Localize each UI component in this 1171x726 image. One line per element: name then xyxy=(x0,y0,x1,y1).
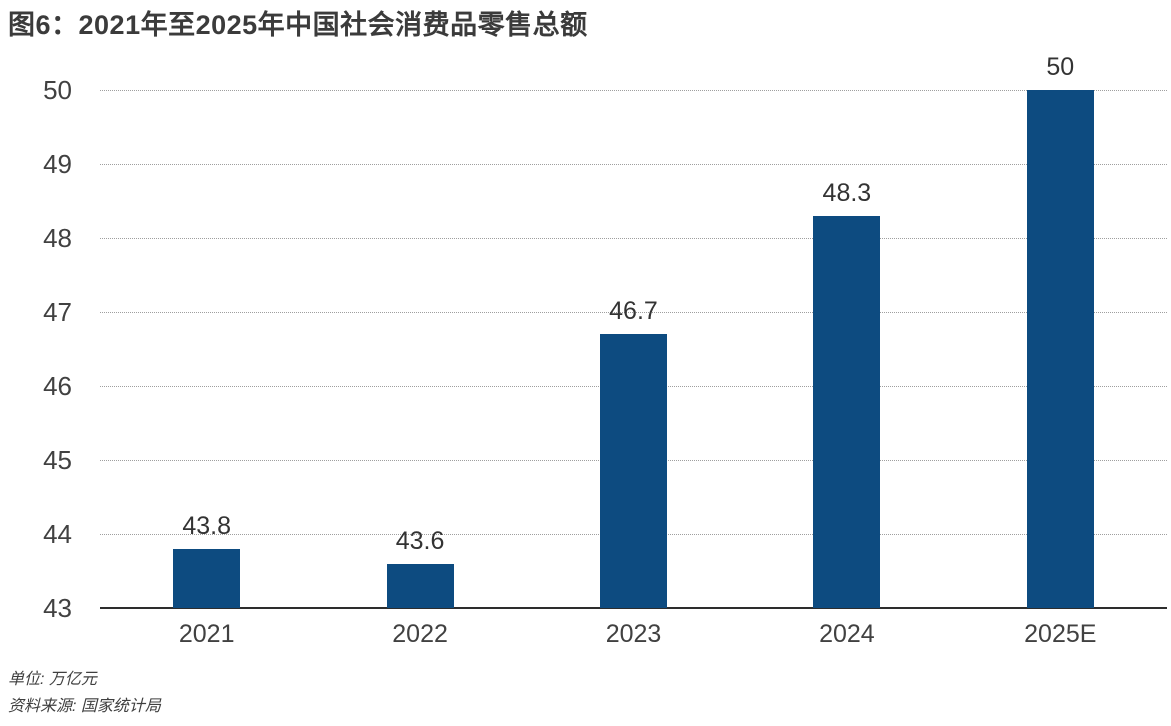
bar-value-label: 50 xyxy=(1046,53,1075,81)
y-axis-tick-label: 43 xyxy=(43,593,72,623)
y-axis-tick-label: 47 xyxy=(43,297,72,327)
gridline xyxy=(100,238,1167,239)
y-axis-tick-label: 49 xyxy=(43,149,72,179)
bar-2021 xyxy=(173,548,241,608)
bar-value-label: 46.7 xyxy=(609,297,658,326)
x-axis-line xyxy=(100,607,1167,609)
y-axis-tick-label: 50 xyxy=(43,75,72,105)
gridline xyxy=(100,90,1167,91)
gridline xyxy=(100,312,1167,313)
y-axis-tick-label: 48 xyxy=(43,223,72,253)
bar-value-label: 43.8 xyxy=(182,511,232,540)
unit-note: 单位: 万亿元 xyxy=(8,671,97,688)
bar-2022 xyxy=(386,563,454,608)
chart-footer: 单位: 万亿元 资料来源: 国家统计局 xyxy=(8,666,161,720)
y-axis-tick-label: 46 xyxy=(43,371,72,401)
y-axis-tick-label: 45 xyxy=(43,445,72,475)
source-note: 资料来源: 国家统计局 xyxy=(8,698,161,715)
gridline xyxy=(100,164,1167,165)
x-axis-category-label: 2022 xyxy=(392,620,448,648)
bar-value-label: 48.3 xyxy=(822,178,872,207)
x-axis-category-label: 2025E xyxy=(1024,620,1097,648)
bar-2023 xyxy=(600,334,667,608)
bar-value-label: 43.6 xyxy=(395,526,445,555)
x-axis-category-label: 2024 xyxy=(819,620,875,648)
x-axis-category-label: 2023 xyxy=(605,620,662,648)
bar-2024 xyxy=(813,215,881,608)
x-axis-category-label: 2021 xyxy=(178,620,235,648)
y-axis-tick-label: 44 xyxy=(43,519,72,549)
chart-title: 图6：2021年至2025年中国社会消费品零售总额 xyxy=(8,10,588,40)
bar-2025E xyxy=(1026,90,1094,608)
